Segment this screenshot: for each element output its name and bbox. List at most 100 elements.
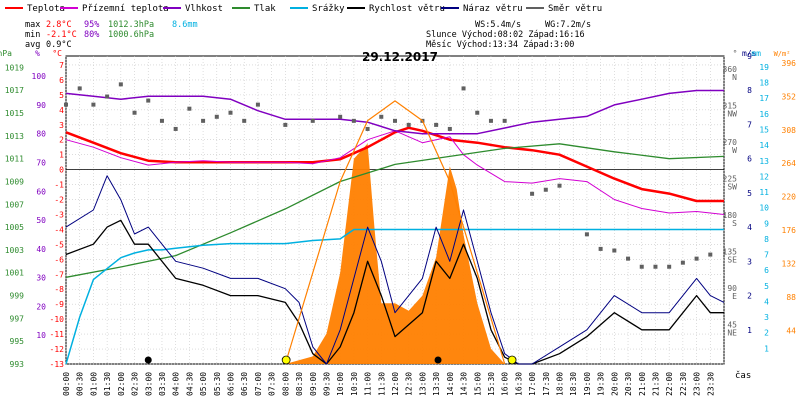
wind_dir-name: SE [727, 256, 737, 265]
series-line-tlak [65, 143, 725, 278]
sunset-marker [507, 355, 517, 365]
x-tick: 12:30 [405, 372, 414, 396]
legend-label: Srážky [312, 4, 345, 14]
wind_speed-tick: 9 [747, 52, 752, 61]
x-tick: 18:30 [569, 372, 578, 396]
pressure_hPa-tick: 1019 [5, 63, 24, 72]
temperature_C-tick: -8 [54, 285, 64, 294]
rain_mm-tick: 18 [759, 79, 769, 88]
series-line-p-zemn-teplota [65, 130, 725, 215]
series-line-solar [284, 100, 506, 365]
axes: hPa1019101710151013101110091007100510031… [0, 49, 796, 396]
stats-panel: max 2.8°C 95% 1012.3hPa 8.6mm min -2.1°C… [25, 20, 591, 50]
wind_speed-tick: 3 [747, 257, 752, 266]
solar-tick: 220 [782, 193, 797, 202]
min-hum: 80% [84, 30, 99, 40]
wind_dir-tick: 135 [723, 248, 738, 257]
pressure_hPa-unit: hPa [0, 49, 12, 58]
wind-dir-point [214, 114, 219, 119]
wind-dir-point [406, 122, 411, 127]
wind-dir-point [310, 118, 315, 123]
wind_speed-tick: 5 [747, 189, 752, 198]
rain_mm-tick: 9 [764, 219, 769, 228]
wind-dir-point [530, 191, 535, 196]
max-rain: 8.6mm [172, 20, 198, 30]
temperature_C-tick: 5 [59, 91, 64, 100]
wind_dir-name: NE [727, 329, 737, 338]
max-temp: 2.8°C [46, 20, 72, 30]
x-tick: 20:00 [610, 372, 619, 396]
series-line-sr-ky [65, 228, 724, 365]
x-tick: 18:00 [556, 372, 565, 396]
wind-dir-point [447, 126, 452, 131]
rain_mm-tick: 6 [764, 266, 769, 275]
legend-label: Rychlost větru [369, 4, 445, 14]
temperature_C-unit: °C [52, 49, 62, 58]
x-tick: 21:30 [651, 372, 660, 396]
solar-tick: 264 [782, 159, 797, 168]
temperature_C-tick: -7 [54, 270, 64, 279]
sun-times: Slunce Východ:08:02 Západ:16:16 [426, 30, 585, 40]
temperature_C-tick: -11 [50, 330, 65, 339]
x-tick: 03:30 [158, 372, 167, 396]
humidity_pct-tick: 70 [36, 159, 46, 168]
x-tick: 01:30 [103, 372, 112, 396]
rain_mm-tick: 2 [764, 329, 769, 338]
wind-dir-point [680, 260, 685, 265]
pressure_hPa-tick: 1017 [5, 86, 24, 95]
humidity_pct-tick: 50 [36, 216, 46, 225]
wind-dir-point [365, 126, 370, 131]
wind-dir-point [105, 94, 110, 99]
legend: Teplota Přízemní teplota Vlhkost Tlak Srážky… [5, 4, 602, 14]
wind_dir-tick: 90 [727, 284, 737, 293]
wind_dir-name: E [732, 292, 737, 301]
solar-tick: 176 [782, 226, 797, 235]
temperature_C-tick: 1 [59, 151, 64, 160]
x-tick: 16:00 [501, 372, 510, 396]
wind-dir-point [612, 248, 617, 253]
wind-dir-point [338, 114, 343, 119]
x-tick: 09:00 [309, 372, 318, 396]
legend-label: Přízemní teplota [82, 4, 169, 14]
rain_mm-tick: 1 [764, 344, 769, 353]
rain_mm-tick: 13 [759, 157, 769, 166]
wind_dir-tick: 315 [723, 102, 738, 111]
wind-dir-point [173, 126, 178, 131]
rain_mm-tick: 17 [759, 94, 769, 103]
wind_dir-unit: ° [733, 49, 738, 58]
wind_speed-tick: 4 [747, 223, 752, 232]
solar-area [285, 143, 505, 364]
wind-gust-stat: WG:7.2m/s [545, 20, 591, 30]
solar-tick: 44 [786, 327, 796, 336]
temperature_C-tick: -13 [50, 360, 65, 369]
temperature_C-tick: -5 [54, 240, 64, 249]
pressure_hPa-tick: 1009 [5, 177, 24, 186]
humidity_pct-tick: 10 [36, 331, 46, 340]
wind-dir-point [557, 183, 562, 188]
wind-dir-point [393, 118, 397, 123]
temperature_C-tick: -4 [54, 225, 64, 234]
events [144, 355, 517, 365]
series-line-vlhkost [65, 89, 724, 135]
x-tick: 05:00 [199, 372, 208, 396]
pressure_hPa-tick: 1005 [5, 223, 24, 232]
wind-dir-point [64, 102, 68, 107]
rain_mm-tick: 15 [759, 125, 769, 134]
wind_speed-tick: 6 [747, 155, 752, 164]
x-tick: 17:30 [542, 372, 551, 396]
wind_speed-unit: m/s [742, 49, 757, 58]
humidity_pct-tick: 80 [36, 130, 46, 139]
rain_mm-tick: 12 [759, 172, 769, 181]
humidity_pct-tick: 60 [36, 187, 46, 196]
temperature_C-tick: -2 [54, 196, 64, 205]
x-tick: 07:00 [254, 372, 263, 396]
x-tick: 22:30 [679, 372, 688, 396]
pressure_hPa-tick: 1011 [5, 155, 24, 164]
x-tick: 14:30 [460, 372, 469, 396]
rain_mm-tick: 8 [764, 235, 769, 244]
humidity_pct-tick: 20 [36, 302, 46, 311]
humidity_pct-tick: 30 [36, 274, 46, 283]
humidity_pct-tick: 40 [36, 245, 46, 254]
x-tick: 13:30 [432, 372, 441, 396]
x-tick: 06:00 [227, 372, 236, 396]
